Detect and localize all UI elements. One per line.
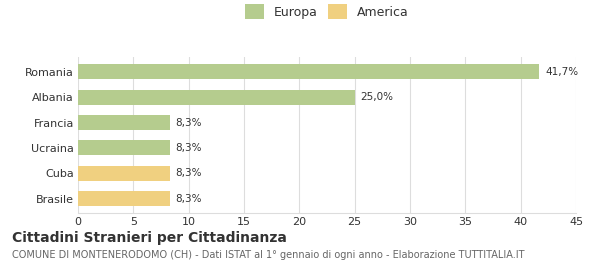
Bar bbox=[78, 191, 170, 206]
Text: 41,7%: 41,7% bbox=[545, 67, 578, 77]
Bar bbox=[78, 166, 170, 181]
Text: 25,0%: 25,0% bbox=[360, 92, 393, 102]
Bar bbox=[78, 64, 539, 80]
Text: 8,3%: 8,3% bbox=[175, 143, 202, 153]
Text: 8,3%: 8,3% bbox=[175, 193, 202, 204]
Bar bbox=[78, 115, 170, 130]
Text: COMUNE DI MONTENERODOMO (CH) - Dati ISTAT al 1° gennaio di ogni anno - Elaborazi: COMUNE DI MONTENERODOMO (CH) - Dati ISTA… bbox=[12, 250, 524, 259]
Bar bbox=[78, 90, 355, 105]
Bar bbox=[78, 140, 170, 155]
Text: 8,3%: 8,3% bbox=[175, 168, 202, 178]
Text: 8,3%: 8,3% bbox=[175, 118, 202, 128]
Legend: Europa, America: Europa, America bbox=[245, 4, 409, 19]
Text: Cittadini Stranieri per Cittadinanza: Cittadini Stranieri per Cittadinanza bbox=[12, 231, 287, 245]
